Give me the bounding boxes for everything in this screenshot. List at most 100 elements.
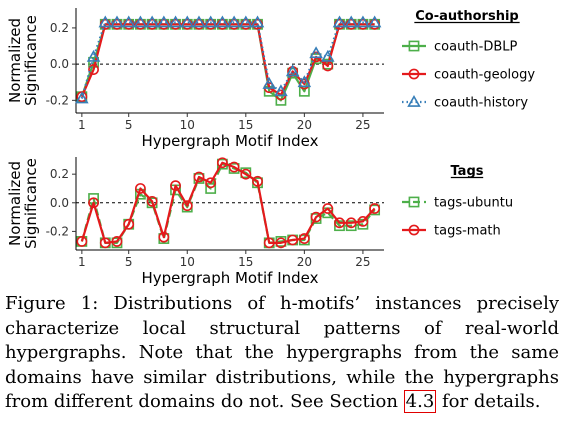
y-axis-label: Significance <box>22 15 40 106</box>
data-point <box>356 15 370 28</box>
x-axis-label: Hypergraph Motif Index <box>142 269 319 287</box>
data-point <box>285 64 300 77</box>
series-line <box>80 21 375 99</box>
data-point <box>345 217 357 229</box>
x-tick-label: 20 <box>297 118 312 132</box>
data-point <box>367 15 382 28</box>
data-point <box>228 161 240 173</box>
data-point <box>252 175 263 187</box>
series-line <box>80 23 375 98</box>
y-axis-label: Normalized <box>6 18 24 103</box>
data-point <box>332 15 347 28</box>
legend-entry: coauth-history <box>434 96 528 111</box>
data-point <box>205 183 217 194</box>
data-point <box>180 15 195 28</box>
data-point <box>203 15 218 28</box>
y-tick-label: 0.0 <box>50 196 69 210</box>
caption-text: Figure 1: Distributions of h-motifs’ ins… <box>5 293 559 413</box>
data-point <box>157 15 171 28</box>
x-tick-label: 1 <box>78 118 86 132</box>
y-tick-label: -0.2 <box>46 224 69 238</box>
legend-entry: tags-math <box>434 224 501 239</box>
data-point <box>334 217 345 229</box>
legend-marker <box>408 224 420 236</box>
data-point <box>344 15 358 28</box>
data-point <box>334 220 345 232</box>
x-tick-label: 5 <box>125 255 133 269</box>
figure-caption: Figure 1: Distributions of h-motifs’ ins… <box>5 292 559 415</box>
data-point <box>205 177 217 189</box>
series-line <box>80 161 376 244</box>
x-tick-label: 1 <box>78 255 86 269</box>
data-point <box>146 195 158 207</box>
y-axis-label: Significance <box>22 158 40 249</box>
data-point <box>274 84 288 97</box>
data-point <box>227 15 241 28</box>
x-axis-label: Hypergraph Motif Index <box>142 132 319 150</box>
x-tick-label: 20 <box>297 255 312 269</box>
data-point <box>99 237 111 249</box>
series-coauth-history <box>75 15 382 104</box>
y-tick-label: 0.2 <box>50 167 69 181</box>
legend-entry: coauth-geology <box>434 68 535 83</box>
section-reference-link[interactable]: 4.3 <box>403 390 437 414</box>
data-point <box>287 234 299 246</box>
x-tick-label: 25 <box>355 255 370 269</box>
series-line <box>80 163 376 244</box>
data-point <box>275 237 287 249</box>
data-point <box>110 15 124 28</box>
data-point <box>357 215 369 227</box>
x-tick-label: 25 <box>355 118 370 132</box>
y-tick-label: 0.0 <box>50 57 69 71</box>
data-point <box>170 180 181 192</box>
data-point <box>76 236 88 247</box>
x-tick-label: 10 <box>180 255 195 269</box>
legend-title: Co-authorship <box>415 9 518 24</box>
data-point <box>369 203 381 214</box>
x-tick-label: 15 <box>238 255 253 269</box>
y-tick-label: -0.2 <box>46 93 69 107</box>
data-point <box>168 15 183 28</box>
data-point <box>345 220 357 232</box>
data-point <box>297 75 312 88</box>
data-point <box>158 231 170 243</box>
legend-marker <box>408 40 420 52</box>
data-point <box>239 15 253 28</box>
data-point <box>193 171 205 183</box>
data-point <box>88 197 99 209</box>
data-point <box>86 49 101 62</box>
data-point <box>75 91 89 104</box>
legend-entry: tags-ubuntu <box>434 196 513 211</box>
data-point <box>181 200 193 212</box>
data-point <box>298 233 310 244</box>
data-point <box>123 218 135 230</box>
data-point <box>240 168 252 180</box>
data-point <box>216 157 228 169</box>
series-tags-math <box>76 157 381 249</box>
data-point <box>111 236 123 247</box>
caption-text-end: for details. <box>436 391 541 413</box>
data-point <box>135 183 146 194</box>
data-point <box>310 211 322 223</box>
data-point <box>250 15 265 28</box>
y-axis-label: Normalized <box>6 161 24 246</box>
data-point <box>145 15 159 28</box>
data-point <box>133 15 148 28</box>
x-tick-label: 5 <box>125 118 133 132</box>
data-point <box>121 15 136 28</box>
data-point <box>88 64 99 75</box>
series-coauth-geology <box>76 18 381 103</box>
legend-marker <box>408 196 420 208</box>
data-point <box>215 15 230 28</box>
data-point <box>192 15 206 28</box>
x-tick-label: 10 <box>180 118 195 132</box>
legend-marker <box>407 94 421 107</box>
legend-title: Tags <box>450 164 483 179</box>
data-point <box>98 15 113 28</box>
data-point <box>263 237 275 249</box>
x-tick-label: 15 <box>238 118 253 132</box>
y-tick-label: 0.2 <box>50 21 69 35</box>
